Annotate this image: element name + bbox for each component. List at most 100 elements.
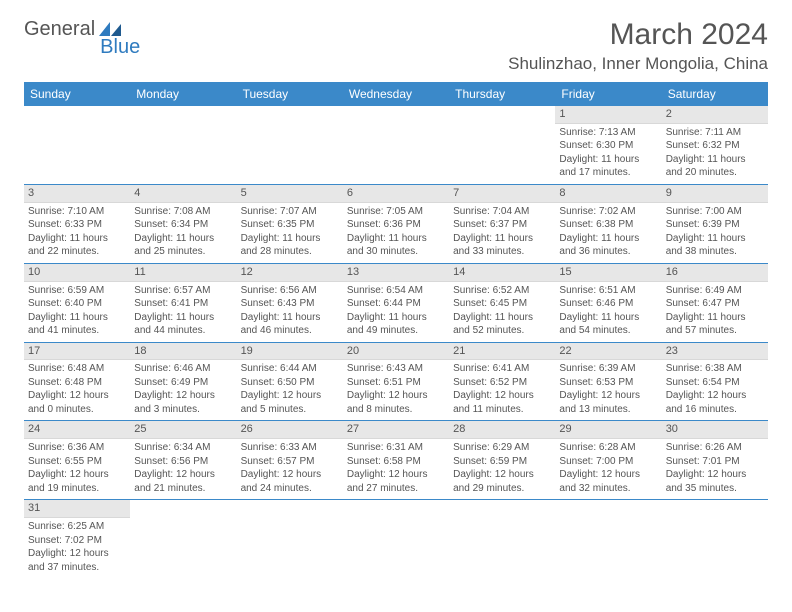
empty-day	[449, 500, 555, 502]
sunset-text: Sunset: 6:53 PM	[559, 376, 657, 390]
day-cell: 17Sunrise: 6:48 AMSunset: 6:48 PMDayligh…	[24, 343, 130, 421]
day-number: 4	[130, 185, 236, 203]
sunrise-text: Sunrise: 6:39 AM	[559, 362, 657, 376]
day-cell: 4Sunrise: 7:08 AMSunset: 6:34 PMDaylight…	[130, 185, 236, 263]
day-body: Sunrise: 7:05 AMSunset: 6:36 PMDaylight:…	[343, 203, 449, 263]
sunset-text: Sunset: 6:37 PM	[453, 218, 551, 232]
day-body: Sunrise: 6:44 AMSunset: 6:50 PMDaylight:…	[237, 360, 343, 420]
sunset-text: Sunset: 6:30 PM	[559, 139, 657, 153]
day-cell: 20Sunrise: 6:43 AMSunset: 6:51 PMDayligh…	[343, 343, 449, 421]
day-number: 7	[449, 185, 555, 203]
empty-day	[237, 500, 343, 502]
day-number: 17	[24, 343, 130, 361]
day-cell	[449, 106, 555, 184]
day-cell: 23Sunrise: 6:38 AMSunset: 6:54 PMDayligh…	[662, 343, 768, 421]
day-cell: 22Sunrise: 6:39 AMSunset: 6:53 PMDayligh…	[555, 343, 661, 421]
daylight-text: Daylight: 12 hours and 27 minutes.	[347, 468, 445, 495]
day-cell	[662, 500, 768, 578]
empty-day	[130, 106, 236, 108]
daylight-text: Daylight: 12 hours and 35 minutes.	[666, 468, 764, 495]
sunrise-text: Sunrise: 7:02 AM	[559, 205, 657, 219]
day-cell	[24, 106, 130, 184]
logo-text-general: General	[24, 18, 95, 41]
day-body: Sunrise: 6:56 AMSunset: 6:43 PMDaylight:…	[237, 282, 343, 342]
sunrise-text: Sunrise: 7:11 AM	[666, 126, 764, 140]
sunset-text: Sunset: 6:58 PM	[347, 455, 445, 469]
day-cell: 21Sunrise: 6:41 AMSunset: 6:52 PMDayligh…	[449, 343, 555, 421]
week-row: 1Sunrise: 7:13 AMSunset: 6:30 PMDaylight…	[24, 106, 768, 185]
header: General Blue March 2024 Shulinzhao, Inne…	[24, 18, 768, 74]
day-body: Sunrise: 7:02 AMSunset: 6:38 PMDaylight:…	[555, 203, 661, 263]
sunset-text: Sunset: 6:45 PM	[453, 297, 551, 311]
weeks-container: 1Sunrise: 7:13 AMSunset: 6:30 PMDaylight…	[24, 106, 768, 578]
day-cell: 18Sunrise: 6:46 AMSunset: 6:49 PMDayligh…	[130, 343, 236, 421]
sunset-text: Sunset: 6:59 PM	[453, 455, 551, 469]
daylight-text: Daylight: 12 hours and 5 minutes.	[241, 389, 339, 416]
day-cell	[343, 500, 449, 578]
day-number: 14	[449, 264, 555, 282]
day-number: 24	[24, 421, 130, 439]
location: Shulinzhao, Inner Mongolia, China	[508, 54, 768, 74]
sunrise-text: Sunrise: 6:59 AM	[28, 284, 126, 298]
day-number: 1	[555, 106, 661, 124]
logo: General Blue	[24, 18, 164, 41]
empty-day	[555, 500, 661, 502]
sunrise-text: Sunrise: 7:10 AM	[28, 205, 126, 219]
day-number: 21	[449, 343, 555, 361]
sunset-text: Sunset: 7:01 PM	[666, 455, 764, 469]
sunrise-text: Sunrise: 6:49 AM	[666, 284, 764, 298]
week-row: 17Sunrise: 6:48 AMSunset: 6:48 PMDayligh…	[24, 343, 768, 422]
day-body: Sunrise: 6:28 AMSunset: 7:00 PMDaylight:…	[555, 439, 661, 499]
daylight-text: Daylight: 12 hours and 11 minutes.	[453, 389, 551, 416]
sunset-text: Sunset: 6:55 PM	[28, 455, 126, 469]
day-cell: 6Sunrise: 7:05 AMSunset: 6:36 PMDaylight…	[343, 185, 449, 263]
daylight-text: Daylight: 11 hours and 38 minutes.	[666, 232, 764, 259]
day-body: Sunrise: 6:41 AMSunset: 6:52 PMDaylight:…	[449, 360, 555, 420]
day-number: 23	[662, 343, 768, 361]
day-body: Sunrise: 6:48 AMSunset: 6:48 PMDaylight:…	[24, 360, 130, 420]
day-body: Sunrise: 6:34 AMSunset: 6:56 PMDaylight:…	[130, 439, 236, 499]
sunset-text: Sunset: 6:38 PM	[559, 218, 657, 232]
day-body: Sunrise: 7:07 AMSunset: 6:35 PMDaylight:…	[237, 203, 343, 263]
day-cell: 16Sunrise: 6:49 AMSunset: 6:47 PMDayligh…	[662, 264, 768, 342]
day-body: Sunrise: 6:36 AMSunset: 6:55 PMDaylight:…	[24, 439, 130, 499]
week-row: 31Sunrise: 6:25 AMSunset: 7:02 PMDayligh…	[24, 500, 768, 578]
sunrise-text: Sunrise: 6:38 AM	[666, 362, 764, 376]
day-cell: 13Sunrise: 6:54 AMSunset: 6:44 PMDayligh…	[343, 264, 449, 342]
daylight-text: Daylight: 12 hours and 0 minutes.	[28, 389, 126, 416]
daylight-text: Daylight: 12 hours and 8 minutes.	[347, 389, 445, 416]
daylight-text: Daylight: 12 hours and 21 minutes.	[134, 468, 232, 495]
day-number: 3	[24, 185, 130, 203]
day-body: Sunrise: 6:33 AMSunset: 6:57 PMDaylight:…	[237, 439, 343, 499]
day-cell: 28Sunrise: 6:29 AMSunset: 6:59 PMDayligh…	[449, 421, 555, 499]
day-number: 27	[343, 421, 449, 439]
sunrise-text: Sunrise: 6:44 AM	[241, 362, 339, 376]
daylight-text: Daylight: 12 hours and 32 minutes.	[559, 468, 657, 495]
day-number: 25	[130, 421, 236, 439]
daylight-text: Daylight: 11 hours and 46 minutes.	[241, 311, 339, 338]
sunset-text: Sunset: 6:44 PM	[347, 297, 445, 311]
day-number: 18	[130, 343, 236, 361]
sunrise-text: Sunrise: 6:52 AM	[453, 284, 551, 298]
day-number: 31	[24, 500, 130, 518]
day-cell: 8Sunrise: 7:02 AMSunset: 6:38 PMDaylight…	[555, 185, 661, 263]
sunset-text: Sunset: 6:36 PM	[347, 218, 445, 232]
logo-text-blue: Blue	[100, 36, 140, 59]
daylight-text: Daylight: 11 hours and 20 minutes.	[666, 153, 764, 180]
day-cell: 11Sunrise: 6:57 AMSunset: 6:41 PMDayligh…	[130, 264, 236, 342]
sunset-text: Sunset: 6:47 PM	[666, 297, 764, 311]
week-row: 3Sunrise: 7:10 AMSunset: 6:33 PMDaylight…	[24, 185, 768, 264]
sunrise-text: Sunrise: 7:04 AM	[453, 205, 551, 219]
sunrise-text: Sunrise: 6:51 AM	[559, 284, 657, 298]
day-cell: 31Sunrise: 6:25 AMSunset: 7:02 PMDayligh…	[24, 500, 130, 578]
day-cell: 9Sunrise: 7:00 AMSunset: 6:39 PMDaylight…	[662, 185, 768, 263]
daylight-text: Daylight: 11 hours and 22 minutes.	[28, 232, 126, 259]
day-body: Sunrise: 6:57 AMSunset: 6:41 PMDaylight:…	[130, 282, 236, 342]
day-number: 5	[237, 185, 343, 203]
dow-sunday: Sunday	[24, 82, 130, 106]
sunrise-text: Sunrise: 6:54 AM	[347, 284, 445, 298]
day-cell	[237, 106, 343, 184]
daylight-text: Daylight: 11 hours and 41 minutes.	[28, 311, 126, 338]
daylight-text: Daylight: 12 hours and 13 minutes.	[559, 389, 657, 416]
day-cell: 30Sunrise: 6:26 AMSunset: 7:01 PMDayligh…	[662, 421, 768, 499]
